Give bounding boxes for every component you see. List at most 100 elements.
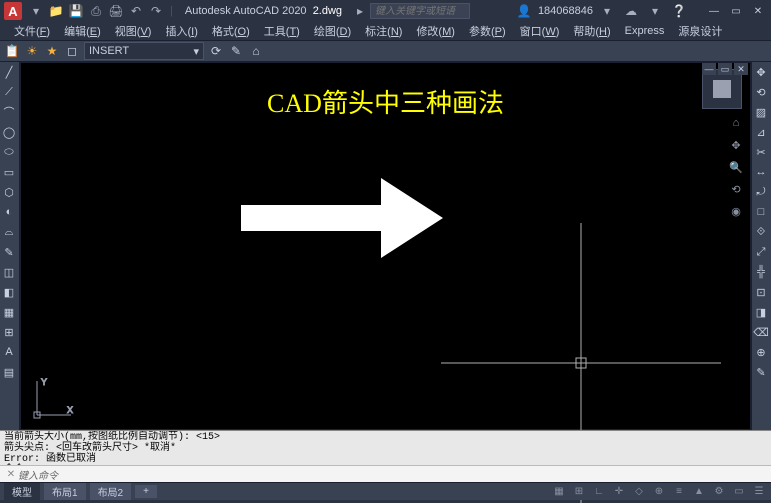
tab-layout1[interactable]: 布局1 xyxy=(44,483,86,500)
draw-tool-6[interactable]: ⬡ xyxy=(0,184,18,200)
draw-tool-11[interactable]: ◧ xyxy=(0,284,18,300)
draw-tool-4[interactable]: ⬭ xyxy=(0,144,18,160)
mdi-min-button[interactable]: ― xyxy=(702,63,716,75)
draw-tool-1[interactable]: ⟋ xyxy=(0,84,18,100)
modify-tool-8[interactable]: ⟐ xyxy=(752,224,770,240)
menu-修改[interactable]: 修改(M) xyxy=(410,22,461,40)
qat-open-icon[interactable]: 📁 xyxy=(48,3,64,19)
menu-文件[interactable]: 文件(F) xyxy=(8,22,56,40)
qat-new-icon[interactable]: ▾ xyxy=(28,3,44,19)
help-icon[interactable]: ❔ xyxy=(671,3,687,19)
nav-orbit-icon[interactable]: ⟲ xyxy=(728,181,744,197)
sb-grid-icon[interactable]: ▦ xyxy=(551,485,567,499)
tab-model[interactable]: 模型 xyxy=(4,483,40,500)
command-input[interactable]: 键入命令 xyxy=(18,467,767,482)
layer-tool3-icon[interactable]: ⌂ xyxy=(248,43,264,59)
qat-undo-icon[interactable]: ↶ xyxy=(128,3,144,19)
user-dropdown-icon[interactable]: ▾ xyxy=(599,3,615,19)
sb-ws-icon[interactable]: ⚙ xyxy=(711,485,727,499)
signin-icon[interactable]: 👤 xyxy=(516,3,532,19)
sb-lwt-icon[interactable]: ≡ xyxy=(671,485,687,499)
layer-sun-icon[interactable]: ☀ xyxy=(24,43,40,59)
menu-编辑[interactable]: 编辑(E) xyxy=(58,22,107,40)
nav-pan-icon[interactable]: ✥ xyxy=(728,137,744,153)
draw-tool-9[interactable]: ✎ xyxy=(0,244,18,260)
modify-tool-1[interactable]: ⟲ xyxy=(752,84,770,100)
sb-menu-icon[interactable]: ☰ xyxy=(751,485,767,499)
modify-tool-5[interactable]: ↔ xyxy=(752,164,770,180)
layer-tool2-icon[interactable]: ✎ xyxy=(228,43,244,59)
layer-box-icon[interactable]: ◻ xyxy=(64,43,80,59)
modify-tool-11[interactable]: ⊡ xyxy=(752,284,770,300)
menu-工具[interactable]: 工具(T) xyxy=(258,22,306,40)
menu-源泉设计[interactable]: 源泉设计 xyxy=(672,22,728,40)
layer-combo[interactable]: INSERT ▾ xyxy=(84,42,204,60)
sb-osnap-icon[interactable]: ◇ xyxy=(631,485,647,499)
nav-zoom-icon[interactable]: 🔍 xyxy=(728,159,744,175)
menu-视图[interactable]: 视图(V) xyxy=(109,22,158,40)
drawing-canvas[interactable]: ― ▭ ✕ CAD箭头中三种画法 Y X ⌂ ✥ 🔍 ⟲ ◉ xyxy=(20,62,751,430)
viewcube[interactable] xyxy=(702,69,742,109)
sb-anno-icon[interactable]: ▲ xyxy=(691,485,707,499)
modify-tool-3[interactable]: ⊿ xyxy=(752,124,770,140)
menu-窗口[interactable]: 窗口(W) xyxy=(514,22,566,40)
modify-tool-7[interactable]: □ xyxy=(752,204,770,220)
draw-tool-7[interactable]: ◐ xyxy=(0,204,18,220)
menu-Express[interactable]: Express xyxy=(619,24,671,38)
modify-tool-4[interactable]: ✂ xyxy=(752,144,770,160)
modify-tool-10[interactable]: ╬ xyxy=(752,264,770,280)
modify-tool-0[interactable]: ✥ xyxy=(752,64,770,80)
modify-tool-14[interactable]: ⊕ xyxy=(752,344,770,360)
modify-tool-9[interactable]: ⤢ xyxy=(752,244,770,260)
draw-tool-13[interactable]: ⊞ xyxy=(0,324,18,340)
help-dropdown-icon[interactable]: ▾ xyxy=(647,3,663,19)
minimize-button[interactable]: ― xyxy=(705,4,723,18)
arrow-drawing xyxy=(241,178,451,268)
draw-tool-14[interactable]: A xyxy=(0,344,18,360)
qat-saveas-icon[interactable]: ⎙ xyxy=(88,3,104,19)
app-logo[interactable]: A xyxy=(4,2,22,20)
qat-print-icon[interactable]: 🖨 xyxy=(108,3,124,19)
layer-tool1-icon[interactable]: ⟳ xyxy=(208,43,224,59)
qat-save-icon[interactable]: 💾 xyxy=(68,3,84,19)
draw-tool-15[interactable]: ▤ xyxy=(0,364,18,380)
draw-tool-5[interactable]: ▭ xyxy=(0,164,18,180)
mdi-close-button[interactable]: ✕ xyxy=(734,63,748,75)
user-label[interactable]: 184068846 xyxy=(538,5,593,17)
cmd-close-icon[interactable]: ✕ xyxy=(4,469,18,480)
modify-tool-12[interactable]: ◨ xyxy=(752,304,770,320)
draw-tool-12[interactable]: ▦ xyxy=(0,304,18,320)
sb-dyn-icon[interactable]: ⊕ xyxy=(651,485,667,499)
draw-tool-10[interactable]: ◫ xyxy=(0,264,18,280)
draw-tool-0[interactable]: ╱ xyxy=(0,64,18,80)
a360-icon[interactable]: ☁ xyxy=(623,3,639,19)
sb-polar-icon[interactable]: ✛ xyxy=(611,485,627,499)
keyword-search-input[interactable] xyxy=(370,3,470,19)
draw-tool-3[interactable]: ◯ xyxy=(0,124,18,140)
layer-props-icon[interactable]: 📋 xyxy=(4,43,20,59)
draw-tool-8[interactable]: ⌓ xyxy=(0,224,18,240)
mdi-restore-button[interactable]: ▭ xyxy=(718,63,732,75)
menu-参数[interactable]: 参数(P) xyxy=(463,22,512,40)
menu-插入[interactable]: 插入(I) xyxy=(159,22,203,40)
nav-wheel-icon[interactable]: ◉ xyxy=(728,203,744,219)
menu-绘图[interactable]: 绘图(D) xyxy=(308,22,357,40)
modify-tool-6[interactable]: ⤾ xyxy=(752,184,770,200)
sb-ortho-icon[interactable]: ∟ xyxy=(591,485,607,499)
sb-snap-icon[interactable]: ⊞ xyxy=(571,485,587,499)
menu-标注[interactable]: 标注(N) xyxy=(359,22,408,40)
menu-帮助[interactable]: 帮助(H) xyxy=(567,22,616,40)
qat-redo-icon[interactable]: ↷ xyxy=(148,3,164,19)
layer-star-icon[interactable]: ★ xyxy=(44,43,60,59)
sb-clean-icon[interactable]: ▭ xyxy=(731,485,747,499)
tab-layout2[interactable]: 布局2 xyxy=(90,483,132,500)
modify-tool-13[interactable]: ⌫ xyxy=(752,324,770,340)
draw-tool-2[interactable]: ⌒ xyxy=(0,104,18,120)
menu-格式[interactable]: 格式(O) xyxy=(206,22,256,40)
modify-tool-15[interactable]: ✎ xyxy=(752,364,770,380)
nav-home-icon[interactable]: ⌂ xyxy=(728,115,744,131)
maximize-button[interactable]: ▭ xyxy=(727,4,745,18)
tab-add[interactable]: + xyxy=(135,485,157,498)
modify-tool-2[interactable]: ▨ xyxy=(752,104,770,120)
close-button[interactable]: ✕ xyxy=(749,4,767,18)
